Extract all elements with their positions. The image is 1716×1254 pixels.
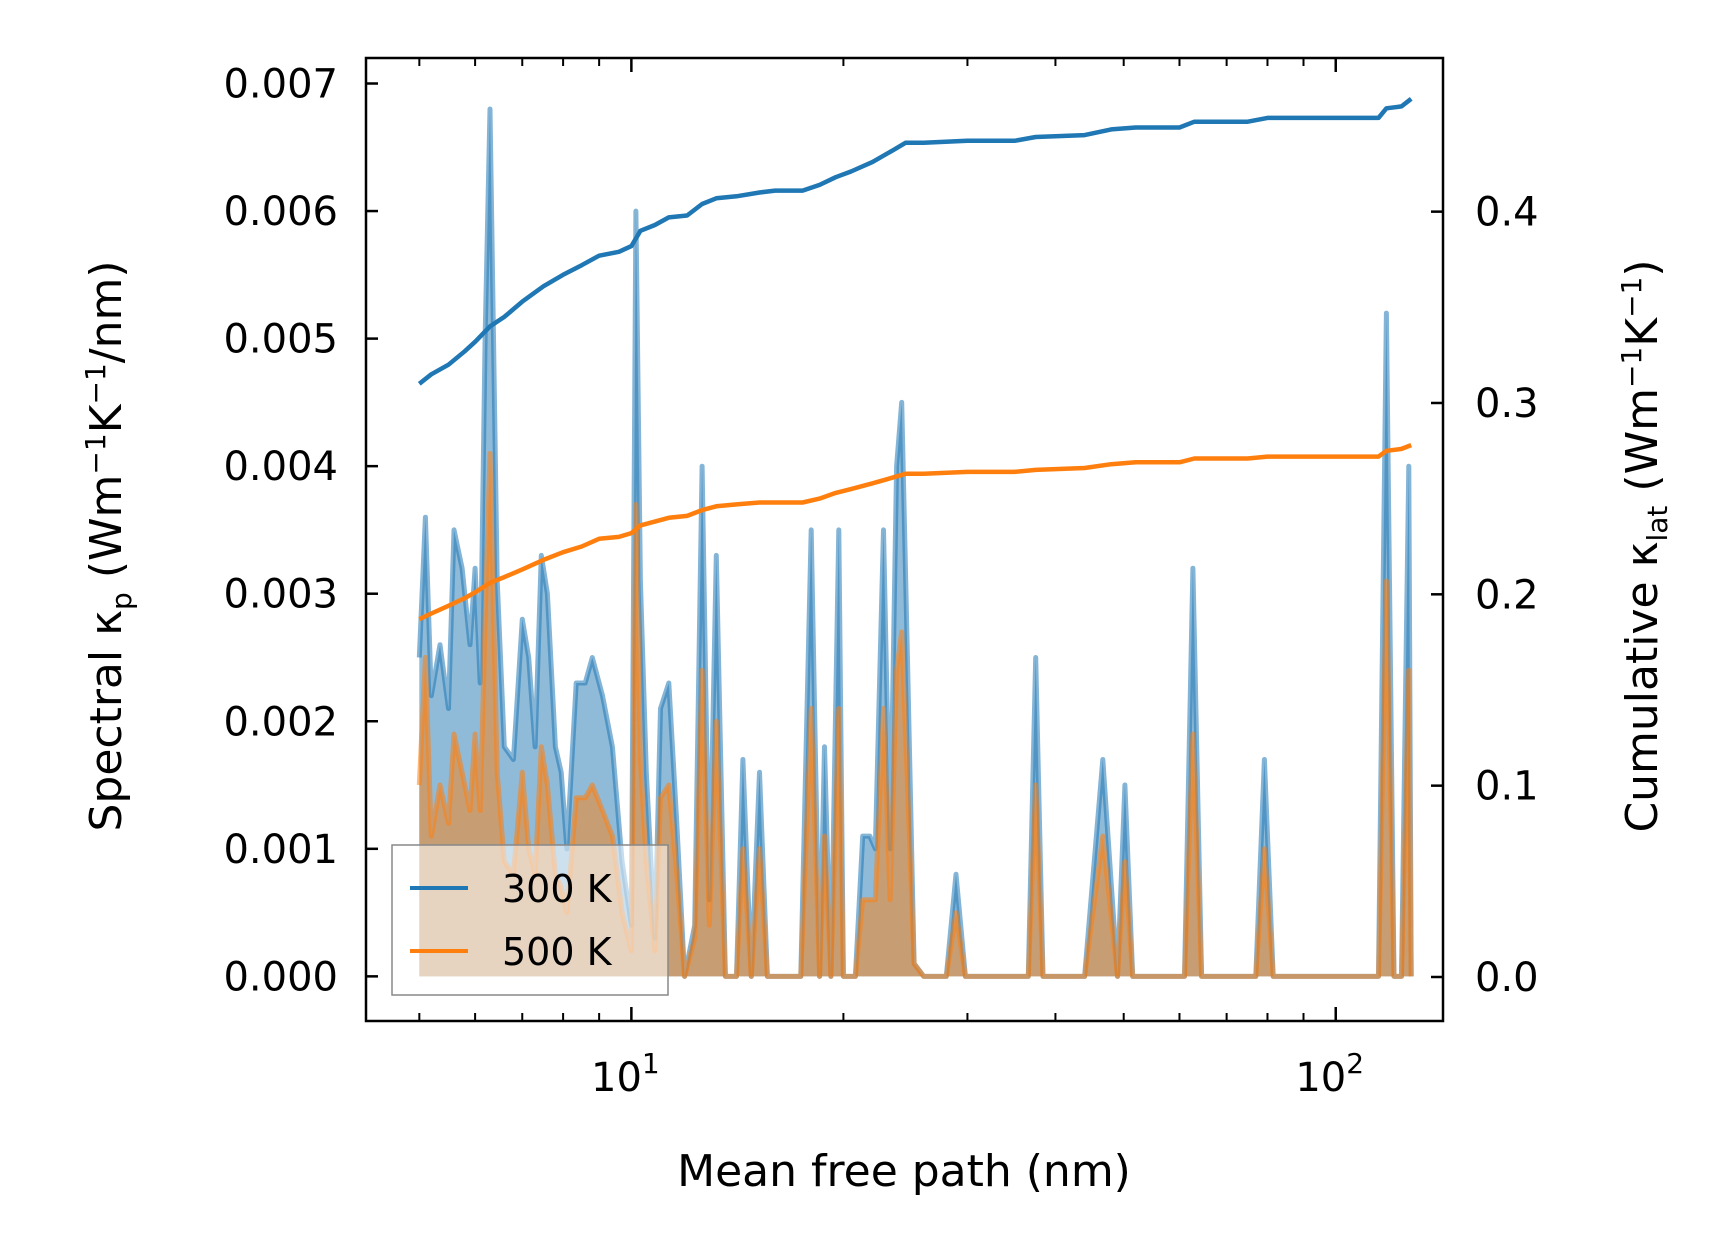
y-left-tick-label: 0.007 [223, 62, 338, 108]
x-tick-label: 101 [591, 1047, 660, 1101]
cumulative-line-300k [417, 97, 1413, 386]
y-right-tick-label: 0.2 [1475, 572, 1539, 618]
legend-box [391, 844, 669, 996]
spectral-area-300k [419, 109, 1412, 977]
y-axis-label-right: Cumulative κlat (Wm−1K−1) [1615, 259, 1674, 832]
tick-group: 0.000 0.001 0.002 0.003 0.004 0.005 0.006 0.007… [223, 58, 1539, 1101]
y-left-tick-label: 0.005 [223, 317, 338, 363]
y-left-tick-label: 0.002 [223, 699, 338, 745]
y-left-tick-label: 0.003 [223, 572, 338, 618]
y-left-tick-label: 0.000 [223, 954, 338, 1000]
y-axis-label-left: Spectral κp (Wm−1K−1/nm) [79, 260, 138, 831]
series-line-group [417, 97, 1413, 622]
y-right-tick-label: 0.0 [1475, 955, 1539, 1001]
y-right-tick-label: 0.1 [1475, 764, 1539, 810]
x-tick-label: 102 [1295, 1047, 1364, 1101]
spectral-line-300k [416, 106, 1414, 979]
plot-frame [364, 56, 1445, 1023]
y-right-tick-label: 0.4 [1475, 190, 1539, 236]
legend-label-500k: 500 K [502, 930, 613, 974]
x-axis-label: Mean free path (nm) [677, 1146, 1131, 1197]
spectral-line-500k [416, 450, 1414, 979]
legend-label-300k: 300 K [502, 867, 613, 911]
y-left-tick-label: 0.004 [223, 444, 338, 490]
cumulative-line-500k [418, 443, 1413, 622]
legend: 300 K 500 K [391, 844, 669, 996]
y-right-tick-label: 0.3 [1475, 381, 1539, 427]
y-left-tick-label: 0.006 [223, 189, 338, 235]
y-left-tick-label: 0.001 [223, 827, 338, 873]
